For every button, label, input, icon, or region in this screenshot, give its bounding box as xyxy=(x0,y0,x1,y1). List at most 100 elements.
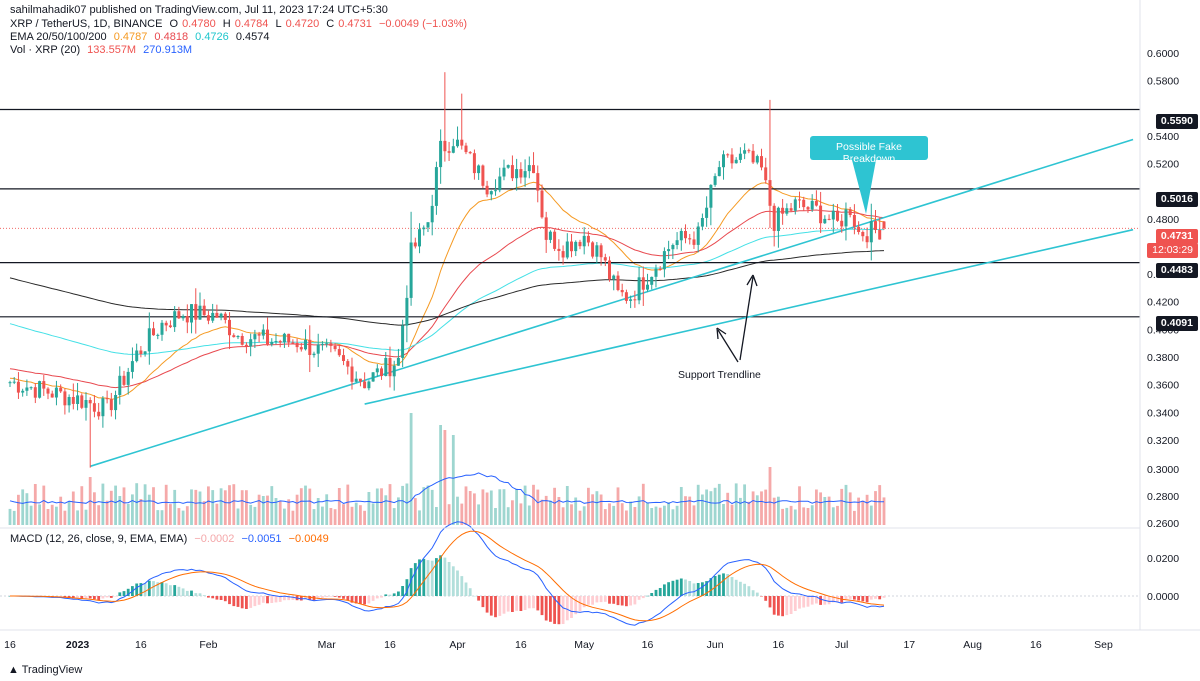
volume-bar xyxy=(481,489,485,525)
candle xyxy=(557,239,561,261)
volume-bar xyxy=(278,500,282,525)
volume-bar xyxy=(447,504,451,525)
candle-body xyxy=(312,353,316,356)
candle xyxy=(177,306,181,319)
volume-bar xyxy=(232,484,236,525)
macd-legend[interactable]: MACD (12, 26, close, 9, EMA, EMA) −0.000… xyxy=(10,533,333,545)
candle-body xyxy=(633,299,637,301)
macd-histogram-bar xyxy=(447,562,451,596)
candle xyxy=(565,233,569,260)
candle xyxy=(603,253,607,267)
candle xyxy=(215,304,219,318)
candle xyxy=(206,310,210,325)
candle xyxy=(240,333,244,346)
volume-bar xyxy=(772,497,776,525)
volume-bar xyxy=(671,509,675,525)
volume-bar xyxy=(616,487,620,525)
candle xyxy=(624,289,628,304)
candle-body xyxy=(228,319,231,336)
volume-bar xyxy=(608,503,611,525)
volume-bar xyxy=(118,496,122,525)
macd-histogram-bar xyxy=(848,596,852,599)
volume-bar xyxy=(321,506,324,525)
macd-histogram-bar xyxy=(603,596,607,602)
volume-bar xyxy=(329,508,333,525)
candle xyxy=(612,274,616,291)
tradingview-brand: TradingView xyxy=(21,664,83,676)
volume-bar xyxy=(878,485,882,525)
candle xyxy=(50,390,54,398)
candle xyxy=(857,221,861,235)
candle xyxy=(536,165,540,203)
candle xyxy=(599,243,603,266)
candle xyxy=(650,276,654,290)
price-tick: 0.5400 xyxy=(1147,131,1179,143)
publisher-line: sahilmahadik07 published on TradingView.… xyxy=(10,4,388,16)
candle xyxy=(109,392,113,417)
trendline-label: Support Trendline xyxy=(678,369,761,381)
volume-bar xyxy=(760,491,763,525)
volume-bar xyxy=(430,489,434,525)
candle xyxy=(337,345,341,357)
candle-body xyxy=(139,350,143,355)
ema-legend[interactable]: EMA 20/50/100/200 0.4787 0.4818 0.4726 0… xyxy=(10,31,274,43)
volume-bar xyxy=(185,506,189,525)
volume-bar xyxy=(831,507,835,525)
candle xyxy=(772,203,776,247)
macd-histogram-bar xyxy=(477,596,480,601)
candle-body xyxy=(696,226,700,245)
macd-histogram-bar xyxy=(587,596,590,605)
candle xyxy=(506,164,510,169)
macd-histogram-bar xyxy=(371,596,375,601)
macd-histogram-bar xyxy=(109,596,113,598)
ema100-line xyxy=(9,228,884,355)
candle xyxy=(261,324,265,340)
symbol-legend[interactable]: XRP / TetherUS, 1D, BINANCE O 0.4780 H 0.4… xyxy=(10,18,471,30)
candle-body xyxy=(840,220,844,227)
candle xyxy=(388,346,392,388)
volume-bar xyxy=(515,488,518,525)
candle xyxy=(426,222,430,233)
volume-value: 133.557M xyxy=(87,44,137,56)
macd-histogram-bar xyxy=(760,596,763,597)
candle-body xyxy=(202,305,206,316)
volume-bar xyxy=(363,510,366,525)
candle xyxy=(156,333,160,340)
ema50-line xyxy=(9,209,885,389)
volume-legend[interactable]: Vol · XRP (20) 133.557M 270.913M xyxy=(10,44,196,56)
candle-body xyxy=(80,395,84,408)
candle-body xyxy=(527,165,531,172)
macd-histogram-bar xyxy=(785,596,789,616)
candle xyxy=(38,380,42,399)
macd-histogram-bar xyxy=(734,579,738,596)
macd-histogram-bar xyxy=(717,574,721,596)
volume-bar xyxy=(705,489,708,525)
macd-histogram-bar xyxy=(291,596,295,600)
open-label: O xyxy=(169,18,179,30)
tradingview-logo[interactable]: ▲ TradingView xyxy=(8,664,82,676)
macd-histogram-bar xyxy=(869,596,873,600)
volume-series xyxy=(8,413,886,525)
volume-bar xyxy=(654,506,658,525)
time-tick: 16 xyxy=(135,639,147,651)
macd-histogram-bar xyxy=(684,579,687,596)
volume-bar xyxy=(169,504,172,525)
candle xyxy=(675,232,679,250)
macd-histogram-bar xyxy=(679,578,683,596)
volume-bar xyxy=(743,484,746,525)
volume-bar xyxy=(540,499,544,525)
macd-histogram-bar xyxy=(354,596,358,604)
volume-bar xyxy=(781,508,784,525)
volume-bar xyxy=(456,496,459,525)
current-price-label: 0.4731 xyxy=(1155,229,1198,244)
volume-bar xyxy=(612,505,616,525)
macd-histogram-bar xyxy=(709,578,713,596)
volume-bar xyxy=(312,509,316,525)
volume-bar xyxy=(59,496,63,525)
candle xyxy=(8,380,12,388)
candle-body xyxy=(865,236,869,243)
candle xyxy=(152,321,155,336)
candle xyxy=(869,203,873,261)
candle-body xyxy=(667,249,671,252)
